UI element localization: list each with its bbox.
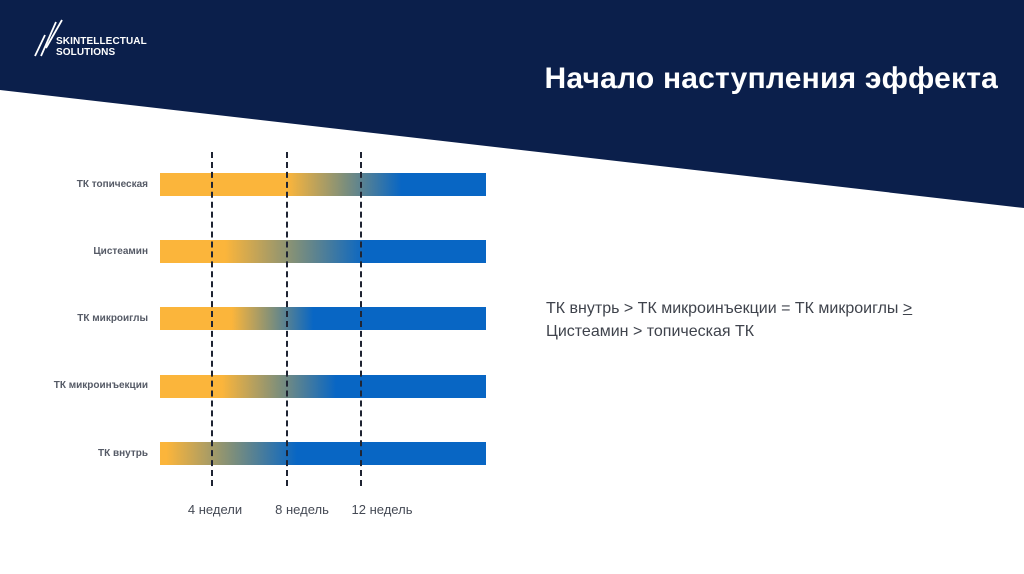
bar-microneedles — [160, 307, 486, 330]
bar-cysteamine — [160, 240, 486, 263]
company-logo: SKINTELLECTUAL SOLUTIONS — [33, 18, 163, 62]
marker-line-12-weeks — [360, 152, 362, 486]
logo-line-2: SOLUTIONS — [56, 46, 116, 58]
logo-text: SKINTELLECTUAL SOLUTIONS — [56, 36, 147, 58]
slash-logo-icon — [34, 19, 63, 57]
row-label-oral: ТК внутрь — [97, 448, 148, 459]
page-title: Начало наступления эффекта — [544, 62, 998, 95]
marker-label-12-weeks: 12 недель — [351, 502, 413, 517]
row-label-topical: ТК топическая — [76, 179, 148, 190]
logo-line-1: SKINTELLECTUAL — [56, 36, 147, 47]
ranking-line-1: ТК внутрь > ТК микроинъекции = ТК микрои… — [546, 297, 912, 320]
row-label-microneedles: ТК микроиглы — [77, 313, 148, 324]
marker-line-8-weeks — [286, 152, 288, 486]
ranking-line-2: Цистеамин > топическая ТК — [546, 323, 755, 340]
marker-label-8-weeks: 8 недель — [275, 502, 329, 517]
row-label-cysteamine: Цистеамин — [93, 246, 148, 257]
row-label-microinjections: ТК микроинъекции — [53, 380, 148, 391]
marker-line-4-weeks — [211, 152, 213, 486]
bar-microinjections — [160, 375, 486, 398]
marker-label-4-weeks: 4 недели — [187, 502, 243, 517]
efficacy-ranking-text: ТК внутрь > ТК микроинъекции = ТК микрои… — [546, 297, 912, 343]
ranking-line-1-text: ТК внутрь > ТК микроинъекции = ТК микрои… — [546, 300, 903, 317]
bar-oral — [160, 442, 486, 465]
bar-topical — [160, 173, 486, 196]
greater-or-equal-sign: > — [902, 300, 913, 317]
